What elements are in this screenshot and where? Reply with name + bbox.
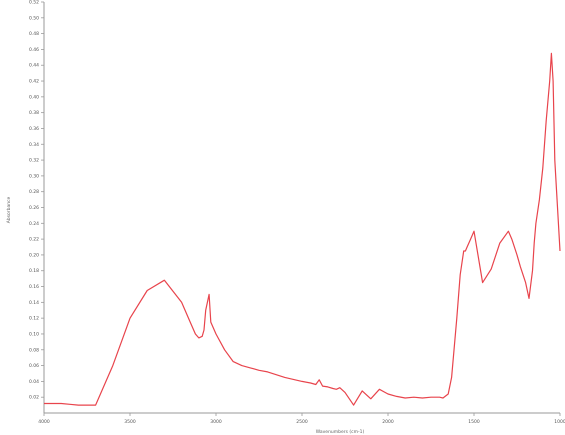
x-tick-label: 1500 xyxy=(468,419,480,425)
y-tick-label: 0.36 xyxy=(29,126,39,132)
x-tick-label: 3000 xyxy=(210,419,222,425)
y-tick-label: 0.18 xyxy=(29,268,39,274)
x-ticks: 4000 3500 3000 2500 2000 1500 1000 xyxy=(38,413,565,425)
y-tick-label: 0.38 xyxy=(29,110,39,116)
y-tick-label: 0.40 xyxy=(29,94,39,100)
y-tick-label: 0.32 xyxy=(29,158,39,164)
y-tick-label: 0.02 xyxy=(29,395,39,401)
axes xyxy=(43,2,560,414)
x-tick-label: 2500 xyxy=(296,419,308,425)
y-tick-label: 0.34 xyxy=(29,142,39,148)
y-tick-label: 0.42 xyxy=(29,79,39,85)
series-line xyxy=(44,52,561,406)
x-axis-label: Wavenumbers (cm-1) xyxy=(316,429,365,435)
y-tick-label: 0.50 xyxy=(29,15,39,21)
y-tick-label: 0.24 xyxy=(29,221,39,227)
y-tick-label: 0.46 xyxy=(29,47,39,53)
y-ticks: 0.02 0.04 0.06 0.08 0.10 0.12 0.14 0.16 0.18 0.20… xyxy=(29,0,44,401)
y-tick-label: 0.22 xyxy=(29,237,39,243)
x-tick-label: 3500 xyxy=(124,419,136,425)
y-tick-label: 0.28 xyxy=(29,189,39,195)
y-tick-label: 0.26 xyxy=(29,205,39,211)
x-tick-label: 1000 xyxy=(554,419,565,425)
y-tick-label: 0.20 xyxy=(29,252,39,258)
y-tick-label: 0.14 xyxy=(29,300,39,306)
y-axis-label: Absorbance xyxy=(6,196,12,223)
series-layer xyxy=(44,52,561,406)
x-tick-label: 2000 xyxy=(382,419,394,425)
y-tick-label: 0.48 xyxy=(29,31,39,37)
x-tick-label: 4000 xyxy=(38,419,50,425)
y-tick-label: 0.08 xyxy=(29,347,39,353)
y-tick-label: 0.30 xyxy=(29,173,39,179)
y-tick-label: 0.12 xyxy=(29,316,39,322)
y-tick-label: 0.16 xyxy=(29,284,39,290)
y-tick-label: 0.52 xyxy=(29,0,39,6)
y-tick-label: 0.10 xyxy=(29,331,39,337)
y-tick-label: 0.44 xyxy=(29,63,39,69)
y-tick-label: 0.06 xyxy=(29,363,39,369)
y-tick-label: 0.04 xyxy=(29,379,39,385)
